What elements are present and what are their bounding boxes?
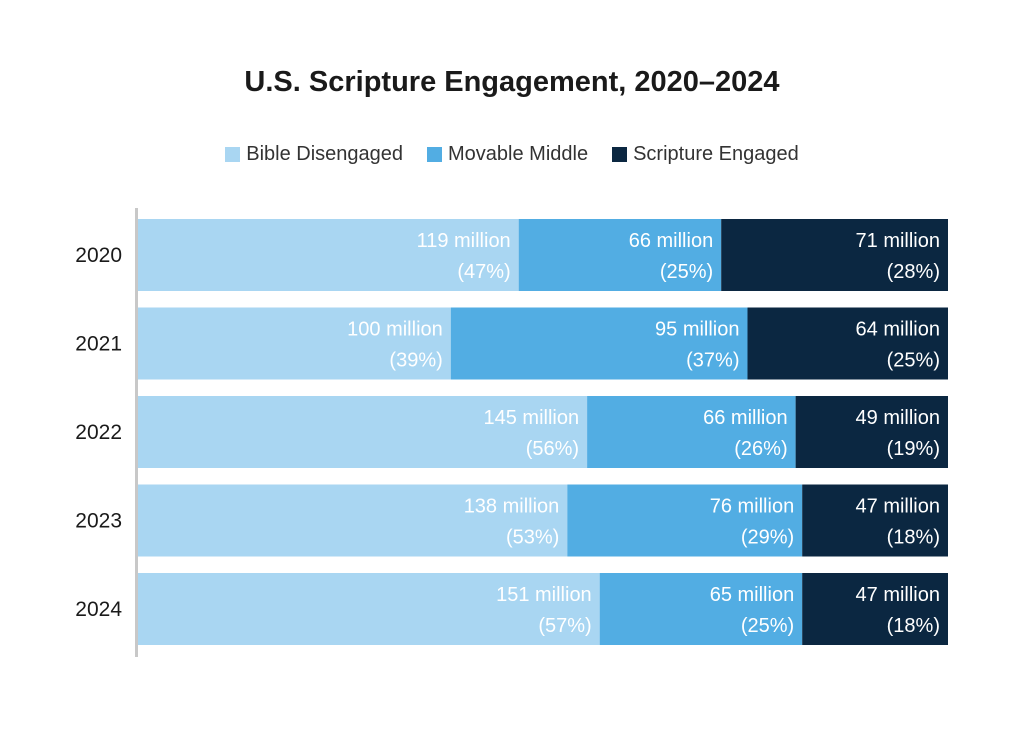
bar-scripture-engaged-2024 [802, 573, 948, 645]
legend-item-scripture-engaged: Scripture Engaged [612, 143, 799, 166]
data-label-movable-middle-2020: 66 million (25%) [629, 230, 713, 283]
bar-bible-disengaged-2022 [138, 396, 588, 468]
data-label-movable-middle-2023: 76 million (29%) [710, 496, 794, 549]
legend-label-scripture-engaged: Scripture Engaged [633, 143, 799, 165]
data-label-scripture-engaged-2021: 64 million (25%) [856, 319, 940, 372]
data-label-bible-disengaged-2024: 151 million (57%) [496, 584, 592, 637]
data-label-bible-disengaged-2020: 119 million (47%) [417, 230, 511, 283]
data-label-scripture-engaged-2020: 71 million (28%) [856, 230, 940, 283]
bar-movable-middle-2022 [587, 396, 796, 468]
bar-bible-disengaged-2020 [138, 219, 519, 291]
y-tick-label-2021: 2021 [75, 333, 122, 356]
legend-item-bible-disengaged: Bible Disengaged [225, 143, 403, 166]
legend-label-bible-disengaged: Bible Disengaged [246, 143, 404, 165]
bar-movable-middle-2023 [567, 484, 803, 557]
data-label-bible-disengaged-2022: 145 million (56%) [483, 407, 579, 460]
data-label-scripture-engaged-2024: 47 million (18%) [856, 584, 940, 637]
y-tick-label-2023: 2023 [75, 510, 122, 533]
bar-movable-middle-2020 [518, 219, 722, 291]
data-label-scripture-engaged-2022: 49 million (19%) [856, 407, 940, 460]
legend-swatch-bible-disengaged [225, 147, 241, 162]
data-label-bible-disengaged-2023: 138 million (53%) [464, 496, 560, 549]
legend-swatch-scripture-engaged [612, 147, 628, 162]
y-tick-label-2022: 2022 [75, 421, 122, 444]
bar-bible-disengaged-2024 [138, 573, 600, 645]
legend: Bible Disengaged Movable Middle Scriptur… [0, 143, 1024, 166]
data-label-movable-middle-2024: 65 million (25%) [710, 584, 794, 637]
bar-bible-disengaged-2023 [138, 484, 568, 557]
bar-scripture-engaged-2023 [802, 484, 948, 557]
data-label-scripture-engaged-2023: 47 million (18%) [856, 496, 940, 549]
legend-item-movable-middle: Movable Middle [427, 143, 588, 166]
bar-scripture-engaged-2020 [721, 219, 948, 291]
bar-movable-middle-2021 [450, 307, 748, 380]
y-tick-label-2024: 2024 [75, 598, 122, 621]
y-tick-label-2020: 2020 [75, 244, 122, 267]
bar-bible-disengaged-2021 [138, 307, 451, 380]
bar-movable-middle-2024 [599, 573, 803, 645]
bar-scripture-engaged-2022 [795, 396, 948, 468]
chart-title: U.S. Scripture Engagement, 2020–2024 [244, 66, 780, 98]
legend-swatch-movable-middle [427, 147, 443, 162]
data-label-bible-disengaged-2021: 100 million (39%) [347, 319, 443, 372]
data-label-movable-middle-2022: 66 million (26%) [703, 407, 787, 460]
bar-scripture-engaged-2021 [747, 307, 948, 380]
data-label-movable-middle-2021: 95 million (37%) [655, 319, 739, 372]
legend-label-movable-middle: Movable Middle [448, 143, 589, 165]
